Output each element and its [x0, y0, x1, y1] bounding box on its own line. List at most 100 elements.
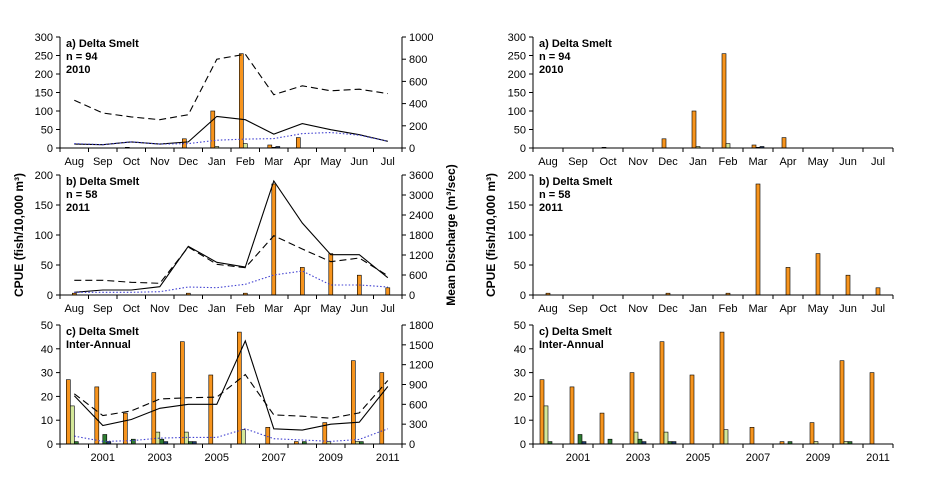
- left-c-bar-orange-2005: [208, 374, 214, 445]
- left-b-panel-label: b) Delta Smelt: [66, 176, 140, 188]
- left-a-bar-lightgreen-Feb: [243, 143, 248, 149]
- left-a-year-label: 2010: [66, 64, 90, 76]
- left-b-line-solid: [74, 179, 389, 293]
- right-b-x-tick-label-Dec: Dec: [658, 303, 678, 315]
- left-a-panel: 0 200 400 600 800 1000 0 50 100 150 200 250 300 Aug Se…: [35, 32, 434, 168]
- right-plots-ylabel: CPUE (fish/10,000 m³): [484, 173, 498, 297]
- right-b-x-tick-label-Aug: Aug: [538, 303, 558, 315]
- right-c-bar-lightgreen-2004: [663, 431, 669, 445]
- right-a-x-tick-label-Feb: Feb: [719, 156, 738, 168]
- right-a-panel-label: a) Delta Smelt: [539, 38, 612, 50]
- left-b-x-tick-label-Feb: Feb: [236, 303, 255, 315]
- left-a-x-tick-label-Mar: Mar: [264, 156, 283, 168]
- right-a-bar-orange-Dec: [661, 138, 667, 149]
- left-a-x-tick-label-Sep: Sep: [93, 156, 113, 168]
- left-c-x-tick-label-2009: 2009: [319, 452, 343, 464]
- right-a-y-tick-label-150: 150: [508, 88, 526, 100]
- right-b-x-tick-label-Nov: Nov: [628, 303, 648, 315]
- left-b-x-tick-label-Jul: Jul: [381, 303, 395, 315]
- left-b-x-tick-label-Apr: Apr: [294, 303, 311, 315]
- right-a-y-tick-label-50: 50: [514, 125, 526, 137]
- right-a-x-tick-label-Oct: Oct: [599, 156, 616, 168]
- right-c-bar-orange-2009: [809, 422, 815, 445]
- left-c-y-tick-label-20: 20: [41, 391, 53, 403]
- right-a-y-tick-label-250: 250: [508, 51, 526, 63]
- left-b-bar-orange-May: [328, 253, 334, 296]
- right-b-panel: 0 50 100 150 200 Aug Sep Oct Nov Dec Jan Feb Mar Apr M…: [508, 170, 894, 315]
- right-c-bar-orange-2003: [629, 372, 635, 445]
- right-c-x-tick-label-2003: 2003: [626, 452, 650, 464]
- right-b-x-tick-label-Jun: Jun: [839, 303, 857, 315]
- right-a-n-label: n = 94: [539, 51, 571, 63]
- right-c-x-tick-label-2009: 2009: [806, 452, 830, 464]
- left-a-x-tick-label-Nov: Nov: [150, 156, 170, 168]
- left-b-y2-tick-label-3000: 3000: [409, 190, 433, 202]
- right-a-x-tick-label-Jul: Jul: [871, 156, 885, 168]
- left-c-bar-orange-2003: [151, 372, 157, 445]
- right-c-panel: 0 10 20 30 40 50 2001 2003 2005 2007 2009 2011 c) De…: [514, 320, 894, 464]
- right-c-y-tick-label-30: 30: [514, 368, 526, 380]
- right-b-x-tick-label-May: May: [808, 303, 829, 315]
- left-a-x-tick-label-Dec: Dec: [178, 156, 198, 168]
- right-b-bar-orange-May: [815, 253, 821, 296]
- right-a-x-tick-label-Jun: Jun: [839, 156, 857, 168]
- left-b-y-tick-label-150: 150: [35, 200, 53, 212]
- left-c-y-tick-label-0: 0: [47, 439, 53, 451]
- right-c-bar-lightgreen-2000: [543, 405, 549, 445]
- left-c-y2-tick-label-300: 300: [409, 419, 427, 431]
- right-a-x-tick-label-Sep: Sep: [568, 156, 588, 168]
- right-c-bar-lightgreen-2003: [633, 431, 639, 445]
- right-c-bar-darkgreen-2001: [577, 434, 583, 445]
- left-c-bar-lightgreen-2004: [184, 431, 189, 445]
- left-c-bar-darkgreen-2003: [159, 438, 165, 445]
- right-c-bar-orange-2000: [539, 379, 545, 445]
- right-c-bar-orange-2004: [659, 341, 665, 445]
- left-c-panel: 0 300 600 900 1200 1500 1800 0 10 20 30 40 50 2001 200…: [41, 320, 434, 464]
- left-b-x-tick-label-Jan: Jan: [208, 303, 226, 315]
- left-c-x-tick-label-2003: 2003: [148, 452, 172, 464]
- left-a-x-tick-label-Feb: Feb: [236, 156, 255, 168]
- left-c-bar-orange-2010: [350, 360, 356, 445]
- left-b-y-tick-label-100: 100: [35, 230, 53, 242]
- left-b-bar-orange-Jul: [385, 287, 391, 296]
- left-c-panel-label: c) Delta Smelt: [66, 326, 139, 338]
- left-a-x-tick-label-Aug: Aug: [64, 156, 84, 168]
- left-b-x-tick-label-Oct: Oct: [123, 303, 140, 315]
- right-c-bar-orange-2002: [599, 412, 605, 445]
- left-c-y2-tick-label-0: 0: [409, 439, 415, 451]
- left-b-y2-tick-label-600: 600: [409, 270, 427, 282]
- left-c-bar-orange-2001: [94, 386, 100, 445]
- right-a-x-tick-label-May: May: [808, 156, 829, 168]
- left-c-y-tick-label-10: 10: [41, 415, 53, 427]
- left-b-y-tick-label-0: 0: [47, 290, 53, 302]
- right-c-bar-darkgreen-2003: [637, 438, 643, 445]
- right-a-bar-orange-Jan: [691, 110, 697, 149]
- left-a-y-tick-label-300: 300: [35, 32, 53, 44]
- left-a-x-tick-label-Jan: Jan: [208, 156, 226, 168]
- right-c-y-tick-label-0: 0: [520, 439, 526, 451]
- left-b-y2-tick-label-1200: 1200: [409, 250, 433, 262]
- right-a-year-label: 2010: [539, 64, 563, 76]
- right-a-x-tick-label-Apr: Apr: [779, 156, 796, 168]
- left-b-y2-tick-label-3600: 3600: [409, 170, 433, 182]
- left-c-x-tick-label-2005: 2005: [205, 452, 229, 464]
- right-axis-ylabel: Mean Discharge (m³/sec): [444, 164, 458, 305]
- left-c-bar-orange-2004: [180, 341, 185, 445]
- left-a-y2-tick-label-800: 800: [409, 54, 427, 66]
- left-b-x-tick-label-Mar: Mar: [264, 303, 283, 315]
- left-a-panel-label: a) Delta Smelt: [66, 38, 139, 50]
- left-b-x-tick-label-Dec: Dec: [178, 303, 198, 315]
- left-a-y-tick-label-50: 50: [41, 125, 53, 137]
- right-a-x-tick-label-Dec: Dec: [658, 156, 678, 168]
- left-c-line-dotted: [74, 428, 388, 442]
- left-b-x-tick-label-Aug: Aug: [64, 303, 84, 315]
- right-c-bar-orange-2007: [749, 426, 755, 445]
- left-c-x-tick-label-2011: 2011: [376, 452, 400, 464]
- right-b-x-tick-label-Jan: Jan: [689, 303, 707, 315]
- left-c-bar-darkgreen-2001: [102, 434, 108, 445]
- left-a-bar-orange-Apr: [295, 137, 301, 149]
- left-c-x-tick-label-2007: 2007: [262, 452, 286, 464]
- right-b-bar-orange-Mar: [755, 183, 761, 296]
